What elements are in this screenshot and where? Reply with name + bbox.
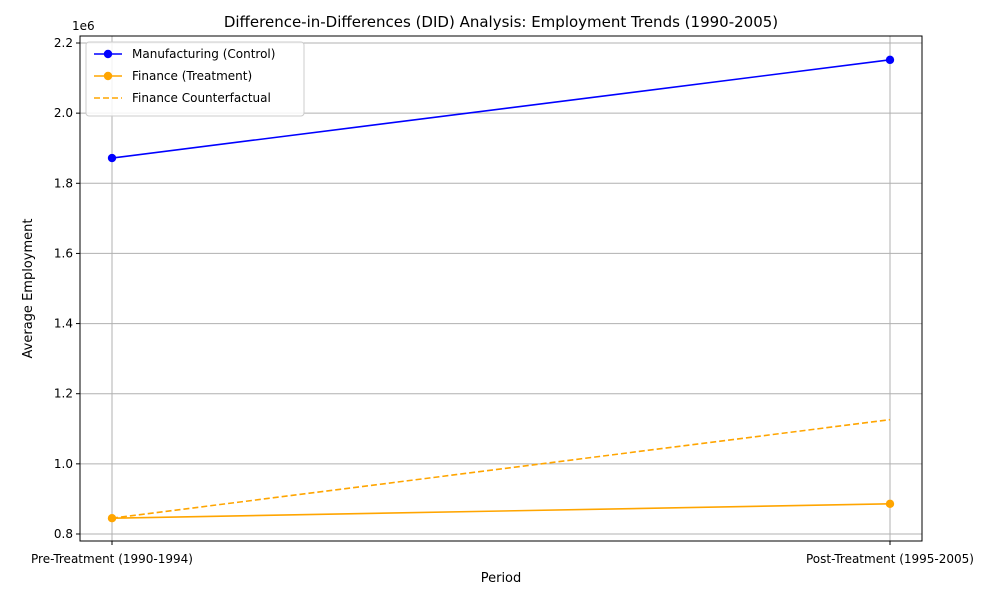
- x-tick-label: Pre-Treatment (1990-1994): [31, 552, 193, 566]
- data-point: [107, 153, 117, 163]
- y-axis-offset-label: 1e6: [72, 19, 95, 33]
- y-tick-label: 1.4: [54, 317, 73, 331]
- series-layer: [107, 55, 895, 523]
- y-tick-label: 1.0: [54, 457, 73, 471]
- legend-swatch-marker: [103, 49, 113, 59]
- axes: 0.8 1.0 1.2 1.4 1.6 1.8 2.0 2.2 Pre-Treatment (1…: [31, 36, 974, 566]
- series-manufacturing-control: [107, 55, 895, 163]
- legend-item: Finance Counterfactual: [94, 91, 271, 105]
- y-tick-label: 1.8: [54, 176, 73, 190]
- legend-label: Finance Counterfactual: [132, 91, 271, 105]
- y-tick-label: 2.2: [54, 36, 73, 50]
- data-point: [885, 499, 895, 509]
- y-tick-label: 1.6: [54, 246, 73, 260]
- series-line: [111, 59, 891, 159]
- y-tick-label: 2.0: [54, 106, 73, 120]
- series-line: [111, 503, 891, 520]
- legend-swatch-marker: [103, 71, 113, 81]
- plot-frame: [79, 35, 923, 542]
- x-axis-label: Period: [481, 571, 522, 586]
- legend-box: [85, 41, 305, 117]
- legend-item: Finance (Treatment): [94, 69, 252, 83]
- legend-label: Finance (Treatment): [132, 69, 252, 83]
- data-point: [107, 514, 117, 523]
- data-point: [885, 55, 895, 65]
- y-axis-label: Average Employment: [21, 219, 36, 359]
- legend-item: Manufacturing (Control): [94, 47, 275, 61]
- x-tick-label: Post-Treatment (1995-2005): [806, 552, 974, 566]
- y-tick-label: 1.2: [54, 387, 73, 401]
- legend: Manufacturing (Control) Finance (Treatmen…: [85, 41, 305, 117]
- y-tick-label: 0.8: [54, 527, 73, 541]
- chart-title: Difference-in-Differences (DID) Analysis…: [224, 13, 778, 31]
- series-line: [111, 418, 891, 519]
- series-finance-counterfactual: [111, 418, 891, 519]
- legend-label: Manufacturing (Control): [132, 47, 275, 61]
- series-finance-treatment: [107, 499, 895, 523]
